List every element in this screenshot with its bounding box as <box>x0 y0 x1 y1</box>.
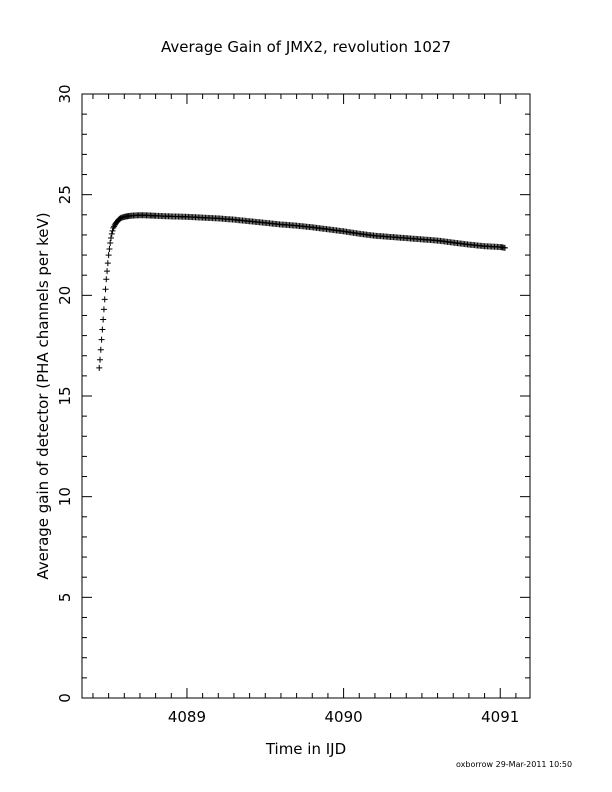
data-point <box>109 227 116 234</box>
chart-title: Average Gain of JMX2, revolution 1027 <box>161 38 451 56</box>
y-tick-label: 5 <box>56 593 74 603</box>
x-tick-label: 4091 <box>481 708 519 726</box>
x-axis-label: Time in IJD <box>265 740 346 758</box>
data-point <box>107 234 114 241</box>
data-point <box>98 336 105 343</box>
data-point <box>501 244 508 251</box>
footer-credit: oxborrow 29-Mar-2011 10:50 <box>456 760 573 769</box>
data-point <box>104 260 111 267</box>
data-point <box>104 268 111 275</box>
y-tick-label: 0 <box>56 693 74 703</box>
axis-ticks: 0 5 10 15 20 25 30 4089 4090 4091 <box>56 84 530 726</box>
y-tick-label: 10 <box>56 487 74 506</box>
x-tick-label: 4089 <box>168 708 206 726</box>
data-point <box>106 246 113 253</box>
data-point <box>100 316 107 323</box>
data-point <box>103 276 110 283</box>
data-point <box>102 286 109 293</box>
data-series <box>96 212 508 371</box>
y-tick-label: 30 <box>56 84 74 103</box>
data-point <box>101 296 108 303</box>
y-tick-label: 25 <box>56 185 74 204</box>
plot-frame <box>81 93 531 699</box>
data-point <box>97 346 104 353</box>
data-point <box>97 356 104 363</box>
y-axis-label: Average gain of detector (PHA channels p… <box>34 212 52 579</box>
y-tick-label: 20 <box>56 286 74 305</box>
data-point <box>99 326 106 333</box>
data-point <box>107 239 114 246</box>
y-tick-label: 15 <box>56 386 74 405</box>
data-point <box>108 230 115 237</box>
x-tick-label: 4090 <box>325 708 363 726</box>
data-point <box>100 306 107 313</box>
data-point <box>96 364 103 371</box>
data-point <box>105 252 112 259</box>
